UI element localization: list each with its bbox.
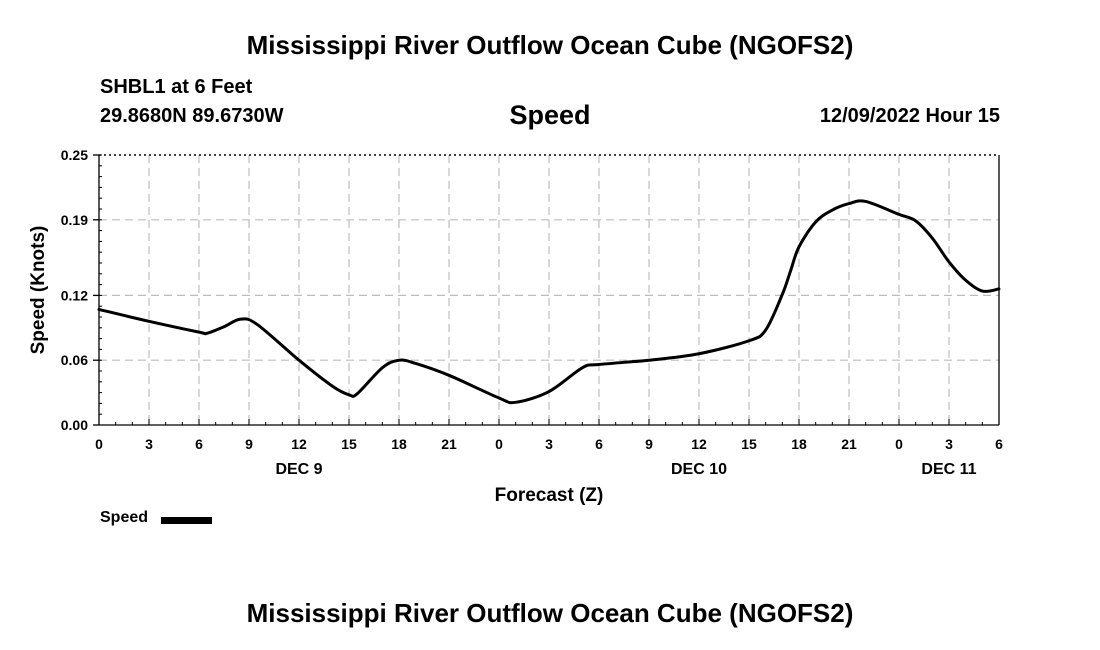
date-label: DEC 9 [275,461,322,478]
x-tick-label: 9 [245,436,253,452]
x-tick-label: 3 [145,436,153,452]
y-tick-label: 0.00 [61,417,88,433]
x-tick-label: 18 [391,436,407,452]
x-tick-label: 3 [945,436,953,452]
x-tick-label: 12 [691,436,707,452]
y-tick-label: 0.25 [61,147,88,163]
x-tick-label: 6 [995,436,1003,452]
x-tick-label: 15 [341,436,357,452]
x-tick-label: 0 [495,436,503,452]
chart-title: Mississippi River Outflow Ocean Cube (NG… [246,30,854,60]
date-label: DEC 11 [921,461,976,478]
x-tick-label: 3 [545,436,553,452]
x-tick-label: 0 [895,436,903,452]
x-tick-label: 18 [791,436,807,452]
x-tick-label: 9 [645,436,653,452]
x-tick-label: 21 [441,436,457,452]
forecast-timestamp: 12/09/2022 Hour 15 [819,105,1000,127]
x-tick-label: 21 [841,436,857,452]
station-name: SHBL1 at 6 Feet [100,76,253,98]
x-tick-label: 15 [741,436,757,452]
x-tick-label: 12 [291,436,307,452]
station-coordinates: 29.8680N 89.6730W [100,105,284,127]
y-axis-label: Speed (Knots) [28,226,49,355]
x-axis-label: Forecast (Z) [495,485,604,506]
series-line-speed [97,199,1001,405]
x-tick-label: 6 [595,436,603,452]
legend-label: Speed [100,509,149,526]
y-tick-label: 0.06 [61,352,88,368]
footer-title: Mississippi River Outflow Ocean Cube (NG… [246,598,854,628]
legend-swatch [161,517,212,524]
y-tick-label: 0.12 [61,287,88,303]
chart-variable-title: Speed [509,100,591,130]
date-label: DEC 10 [671,461,727,478]
y-tick-label: 0.19 [61,212,88,228]
x-tick-label: 0 [95,436,103,452]
x-tick-label: 6 [195,436,203,452]
